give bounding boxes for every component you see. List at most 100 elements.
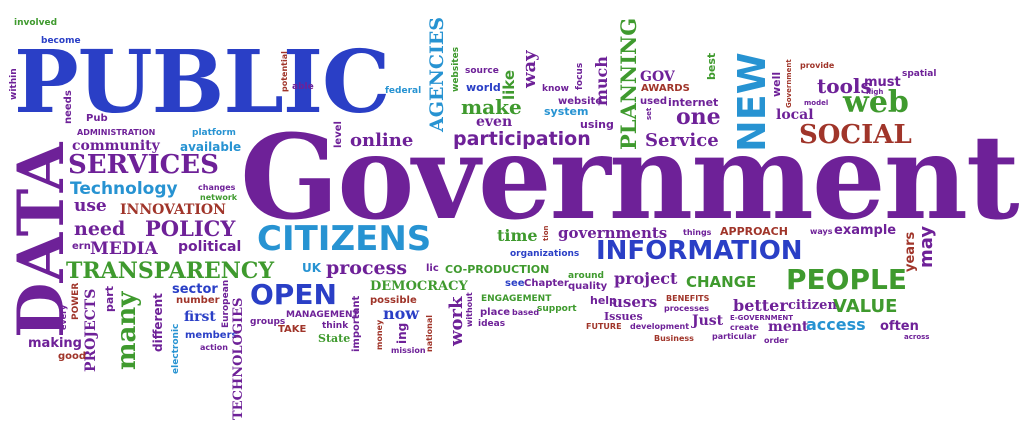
word-website: website <box>558 96 603 107</box>
word-tion: tion <box>542 225 550 241</box>
word-think: think <box>322 321 349 331</box>
word-way: way <box>519 50 540 88</box>
word-management: MANAGEMENT <box>286 310 359 320</box>
word-support: support <box>537 304 577 314</box>
word-tools: tools <box>817 74 872 98</box>
word-different: different <box>151 293 165 352</box>
word-pub: Pub <box>86 113 108 124</box>
word-administration: ADMINISTRATION <box>77 128 156 137</box>
word-e-government: E-GOVERNMENT <box>730 314 794 322</box>
word-information: INFORMATION <box>596 236 803 266</box>
word-one: one <box>676 104 721 130</box>
word-state: State <box>318 332 351 345</box>
word-many: many <box>112 291 142 370</box>
word-money: money <box>375 319 384 350</box>
word-may: may <box>916 225 937 268</box>
word-make: make <box>461 95 522 119</box>
word-available: available <box>180 140 242 154</box>
word-take: TAKE <box>278 324 307 335</box>
word-spatial: spatial <box>902 69 937 79</box>
word-mission: mission <box>391 346 426 355</box>
word-become: become <box>41 36 81 46</box>
word-know: know <box>542 84 569 94</box>
word-business: Business <box>654 334 694 343</box>
word-people: PEOPLE <box>786 263 907 296</box>
word-making: making <box>28 336 82 351</box>
word-ways: ways <box>810 227 833 236</box>
word-work: work <box>446 296 467 346</box>
word-websites: websites <box>451 46 461 92</box>
word-european: European <box>221 279 231 328</box>
word-place: place <box>480 307 511 318</box>
word-well: well <box>770 71 783 97</box>
word-future: FUTURE <box>586 322 622 331</box>
word-community: community <box>72 138 160 154</box>
word-around: around <box>568 271 604 281</box>
word-media: MEDIA <box>90 239 158 259</box>
word-policy: POLICY <box>145 216 236 241</box>
word-web: web <box>843 85 909 120</box>
word-time: time <box>497 226 538 245</box>
word-transparency: TRANSPARENCY <box>66 258 275 284</box>
word-every: every <box>59 304 68 330</box>
word-internet: internet <box>668 96 719 109</box>
word-best: best <box>705 52 718 80</box>
word-citizen: citizen <box>788 298 837 313</box>
word-awards: AWARDS <box>641 83 690 94</box>
word-set: set <box>645 107 653 120</box>
word-ment: ment <box>768 319 809 335</box>
word-issues: Issues <box>604 310 643 323</box>
word-action: action <box>200 343 228 352</box>
word-now: now <box>383 304 420 323</box>
word-organizations: organizations <box>510 249 580 259</box>
word-uk: UK <box>302 261 322 275</box>
word-governments: governments <box>558 224 668 242</box>
word-world: world <box>466 81 501 94</box>
word-important: important <box>351 295 362 352</box>
word-much: much <box>592 56 611 106</box>
word-create: create <box>730 323 759 332</box>
word-things: things <box>683 228 712 237</box>
word-particular: particular <box>712 332 757 341</box>
word-often: often <box>880 319 919 334</box>
word-approach: APPROACH <box>720 225 788 238</box>
word-development: development <box>630 322 690 331</box>
word-social: SOCIAL <box>799 120 912 150</box>
word-innovation: INNOVATION <box>120 202 226 218</box>
word-co-production: CO-PRODUCTION <box>445 263 550 276</box>
word-national: national <box>425 315 434 352</box>
word-number: number <box>176 295 220 306</box>
word-ideas: ideas <box>478 319 506 329</box>
word-help: help <box>590 294 617 307</box>
word-democracy: DEMOCRACY <box>370 279 468 294</box>
word-possible: possible <box>370 295 417 306</box>
word-new: NEW <box>730 52 774 152</box>
word-source: source <box>465 66 499 76</box>
word-gov: GOV <box>640 69 675 85</box>
word-network: network <box>200 193 238 202</box>
word-open: OPEN <box>250 278 337 311</box>
word-need: need <box>74 218 126 240</box>
word-chapter: Chapter <box>524 278 569 289</box>
word-processes: processes <box>664 304 710 313</box>
word-ern: ern <box>72 241 91 252</box>
word-lic: lic <box>426 263 439 274</box>
word-see: see <box>505 278 525 289</box>
word-change: CHANGE <box>686 273 757 291</box>
word-service: Service <box>645 130 719 151</box>
word-even: even <box>476 114 513 130</box>
word-use: use <box>74 196 107 216</box>
word-used: used <box>640 96 668 107</box>
word-projects: PROJECTS <box>83 288 99 372</box>
word-sector: sector <box>172 282 218 297</box>
word-must: must <box>864 75 901 90</box>
word-ing: ing <box>395 322 409 344</box>
word-participation: participation <box>453 128 591 150</box>
word-example: example <box>834 223 897 238</box>
word-public: PUBLIC <box>14 32 390 133</box>
word-good: good <box>58 351 87 362</box>
word-process: process <box>326 257 408 279</box>
word-focus: focus <box>575 62 585 90</box>
word-services: SERVICES <box>68 150 219 180</box>
